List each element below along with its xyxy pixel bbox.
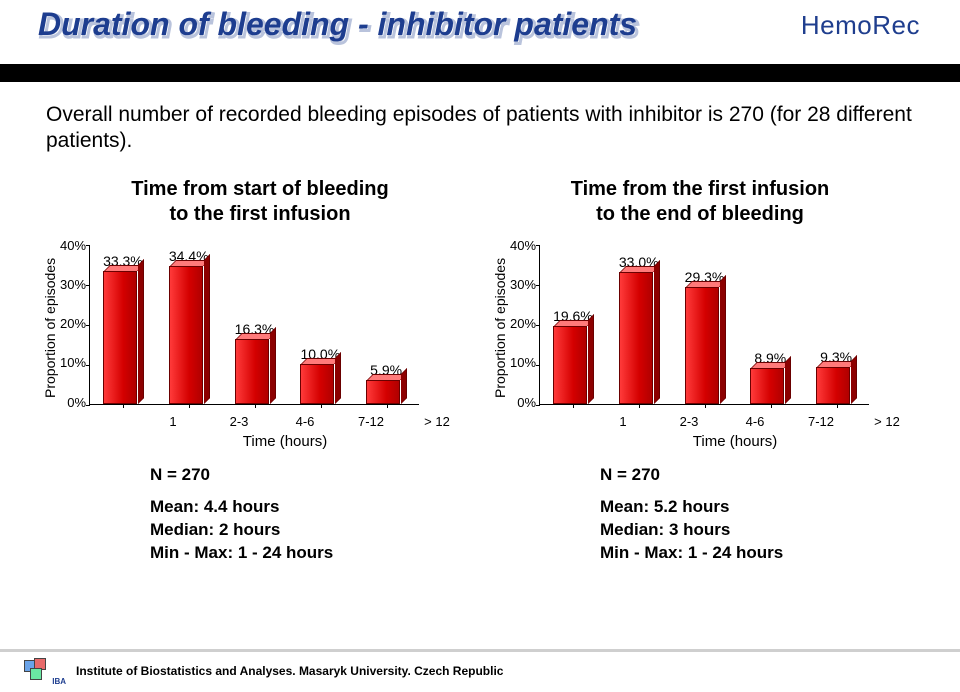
bar [619,272,659,404]
bar [300,364,340,404]
x-tick-label: 1 [595,414,651,429]
y-tick-label: 10% [510,355,536,370]
bar [235,339,275,404]
footer-text: Institute of Biostatistics and Analyses.… [76,664,503,678]
y-tick-label: 30% [510,277,536,292]
stats-mean: Mean: 4.4 hours [150,496,470,519]
page-title: Duration of bleeding - inhibitor patient… [38,6,637,43]
intro-text: Overall number of recorded bleeding epis… [0,82,960,155]
stats-n: N = 270 [600,464,920,487]
bar [750,368,790,404]
bar-wrap: 29.3% [677,269,733,404]
chart-right-title-l2: to the end of bleeding [596,203,804,225]
bar-wrap: 10.0% [292,346,348,404]
header-divider [0,64,960,82]
y-tick-label: 0% [60,395,86,410]
y-axis-label: Proportion of episodes [40,245,60,410]
charts-row: Proportion of episodes 40%30%20%10%0% 33… [0,227,960,566]
x-tick-label: 2-3 [661,414,717,429]
y-tick-label: 10% [60,355,86,370]
chart-left-title-l1: Time from start of bleeding [131,178,388,200]
chart-left-title: Time from start of bleeding to the first… [84,177,436,227]
plot-area: 19.6% 33.0% 29.3% 8.9% [539,245,869,405]
y-tick-label: 20% [510,316,536,331]
chart-right-title-l1: Time from the first infusion [571,178,830,200]
y-tick-label: 30% [60,277,86,292]
x-tick-label: 7-12 [793,414,849,429]
bar-wrap: 9.3% [808,349,864,404]
stats-minmax: Min - Max: 1 - 24 hours [600,542,920,565]
y-tick-label: 20% [60,316,86,331]
x-ticks: 1 2-3 4-6 7-12 > 12 [590,414,920,429]
bar-wrap: 5.9% [358,362,414,404]
stats-minmax: Min - Max: 1 - 24 hours [150,542,470,565]
bar-wrap: 33.0% [611,254,667,404]
bar-wrap: 16.3% [227,321,283,404]
stats-block: N = 270 Mean: 5.2 hours Median: 3 hours … [600,464,920,566]
chart-area: Proportion of episodes 40%30%20%10%0% 33… [40,245,470,410]
brand-logo-text: HemoRec [801,10,920,41]
chart-right: Proportion of episodes 40%30%20%10%0% 19… [490,245,920,566]
x-tick-label: > 12 [409,414,465,429]
x-tick-label: 1 [145,414,201,429]
x-tick-label: 4-6 [277,414,333,429]
stats-n: N = 270 [150,464,470,487]
y-ticks: 40% 30% 20% 10% 0% [60,238,89,410]
x-ticks: 1 2-3 4-6 7-12 > 12 [140,414,470,429]
bar-wrap: 34.4% [161,248,217,404]
bar [816,367,856,404]
chart-left: Proportion of episodes 40%30%20%10%0% 33… [40,245,470,566]
footer-logo-icon: IBA [22,658,62,684]
x-axis-label: Time (hours) [100,433,470,450]
x-tick-label: > 12 [859,414,915,429]
y-tick-label: 0% [510,395,536,410]
bar [169,266,209,404]
stats-mean: Mean: 5.2 hours [600,496,920,519]
bar [366,380,406,404]
x-tick-label: 2-3 [211,414,267,429]
stats-block: N = 270 Mean: 4.4 hours Median: 2 hours … [150,464,470,566]
y-ticks: 40% 30% 20% 10% 0% [510,238,539,410]
chart-right-title: Time from the first infusion to the end … [524,177,876,227]
x-tick-label: 7-12 [343,414,399,429]
stats-median: Median: 3 hours [600,519,920,542]
bar-wrap: 19.6% [545,308,601,404]
chart-titles-row: Time from start of bleeding to the first… [0,177,960,227]
y-tick-label: 40% [60,238,86,253]
header: Duration of bleeding - inhibitor patient… [0,0,960,64]
footer-logo-text: IBA [52,677,66,686]
stats-median: Median: 2 hours [150,519,470,542]
plot-area: 33.3% 34.4% 16.3% 10.0% [89,245,419,405]
bar [685,287,725,404]
chart-area: Proportion of episodes 40%30%20%10%0% 19… [490,245,920,410]
chart-left-title-l2: to the first infusion [169,203,350,225]
y-axis-label: Proportion of episodes [490,245,510,410]
bar-wrap: 8.9% [742,350,798,404]
x-axis-label: Time (hours) [550,433,920,450]
bar [553,326,593,404]
bar [103,271,143,404]
y-tick-label: 40% [510,238,536,253]
x-tick-label: 4-6 [727,414,783,429]
bar-wrap: 33.3% [95,253,151,404]
footer: IBA Institute of Biostatistics and Analy… [0,649,960,684]
